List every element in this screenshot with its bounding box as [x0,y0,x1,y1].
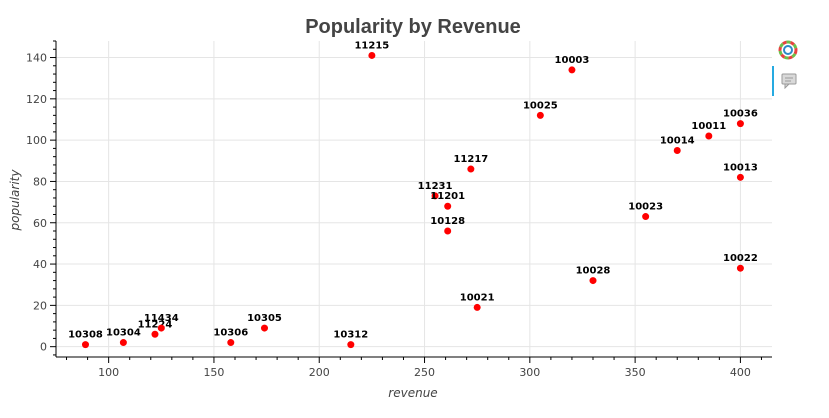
data-point [260,324,268,332]
data-point [673,146,681,154]
data-point [444,202,452,210]
data-point-label: 11215 [354,40,389,51]
data-point-label: 10025 [523,100,558,111]
toolbar-active-indicator [772,66,774,96]
data-point-label: 11201 [430,191,465,202]
data-point-label: 10312 [333,330,368,341]
data-point [157,324,165,332]
data-point [736,264,744,272]
y-axis-label: popularity [8,169,22,232]
y-tick-label: 40 [33,258,47,271]
data-point [473,303,481,311]
data-point-label: 10013 [723,162,758,173]
data-point [119,339,127,347]
y-tick-label: 120 [26,93,47,106]
data-point-label: 10304 [106,328,141,339]
x-tick-label: 350 [625,366,646,379]
data-point-label: 10308 [68,330,103,341]
data-point-label: 10028 [576,266,611,277]
x-tick-label: 200 [309,366,330,379]
data-point [81,341,89,349]
data-point-label: 10021 [460,292,495,303]
data-point [368,51,376,59]
data-point [536,111,544,119]
data-point [642,213,650,221]
x-tick-label: 400 [730,366,751,379]
x-tick-label: 250 [414,366,435,379]
data-point-label: 10003 [555,55,590,66]
data-point-label: 11224 [138,319,173,330]
y-tick-label: 140 [26,52,47,65]
x-tick-label: 150 [203,366,224,379]
y-tick-label: 80 [33,175,47,188]
data-point-label: 10305 [247,313,282,324]
data-point-label: 11217 [453,154,488,165]
data-point [347,341,355,349]
data-point [589,277,597,285]
y-tick-label: 60 [33,217,47,230]
data-point [431,192,439,200]
data-point-label: 10011 [691,121,726,132]
y-tick-label: 100 [26,134,47,147]
data-point-label: 11231 [418,181,453,192]
y-tick-label: 20 [33,299,47,312]
data-point-label: 10128 [430,216,465,227]
data-point [444,227,452,235]
bokeh-logo-icon[interactable] [778,40,798,60]
data-point [151,330,159,338]
x-tick-label: 300 [519,366,540,379]
chart-toolbar [772,38,802,100]
data-point-label: 10023 [628,202,663,213]
data-point [736,173,744,181]
axes: 100 150 200 250 300 350 400 0 20 40 60 80 100 120 140 [26,40,772,379]
data-point-label: 10306 [213,328,248,339]
data-point-label: 10036 [723,109,758,120]
chart-title: Popularity by Revenue [305,16,521,38]
data-point-label: 10014 [660,135,695,146]
hover-tool-icon[interactable] [781,73,797,89]
y-tick-label: 0 [40,341,47,354]
data-point [736,120,744,128]
data-point [568,66,576,74]
data-point-label: 11434 [144,313,179,324]
data-point [467,165,475,173]
x-axis-label: revenue [388,386,437,400]
data-point-label: 10022 [723,253,758,264]
data-point [227,339,235,347]
grid [56,41,772,357]
data-point [705,132,713,140]
x-tick-label: 100 [98,366,119,379]
